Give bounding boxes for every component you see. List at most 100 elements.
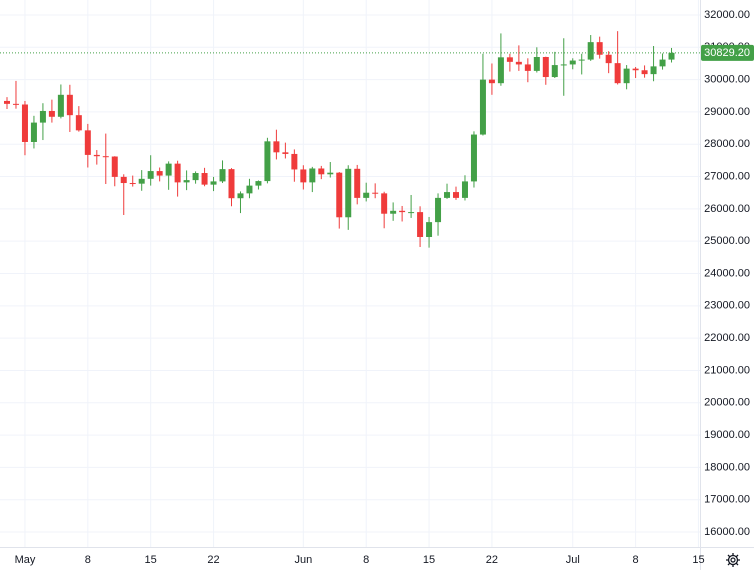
candle-body [578, 59, 585, 61]
y-tick-label: 25000.00 [704, 235, 750, 247]
candle-body [111, 156, 118, 177]
x-tick-label: 22 [486, 554, 498, 566]
candle-body [426, 222, 433, 237]
candle-body [408, 212, 415, 214]
candle-body [668, 52, 675, 60]
y-tick-label: 24000.00 [704, 267, 750, 279]
last-price-label: 30829.20 [704, 47, 750, 59]
candle-body [39, 110, 46, 123]
y-tick-label: 19000.00 [704, 429, 750, 441]
y-tick-label: 22000.00 [704, 332, 750, 344]
candle-body [246, 185, 253, 194]
candle-body [533, 57, 540, 71]
candle-body [650, 66, 657, 75]
candle-body [165, 163, 172, 176]
candle-body [372, 192, 379, 194]
candle-body [354, 168, 361, 198]
candle-body [30, 122, 37, 142]
grid [0, 0, 700, 547]
candle-body [318, 168, 325, 175]
candle-body [390, 210, 397, 214]
candle-body [237, 193, 244, 199]
y-tick-label: 28000.00 [704, 138, 750, 150]
axes: 16000.00 17000.00 18000.00 19000.00 20000.00… [15, 9, 750, 566]
candle-body [327, 172, 334, 175]
x-tick-label: 22 [207, 554, 219, 566]
candle-body [596, 42, 603, 55]
candle-body [506, 57, 513, 62]
candle-body [444, 192, 451, 198]
candle-body [551, 65, 558, 78]
candle-body [147, 171, 154, 179]
candle-body [623, 68, 630, 84]
x-tick-label: 15 [145, 554, 157, 566]
candle-body [138, 178, 145, 184]
candle-body [659, 59, 666, 67]
candle-body [264, 141, 271, 182]
candle-body [192, 173, 199, 181]
x-tick-label: 15 [423, 554, 435, 566]
candle-body [255, 181, 262, 186]
y-tick-label: 23000.00 [704, 300, 750, 312]
settings-icon[interactable] [726, 553, 740, 567]
x-tick-label: 8 [363, 554, 369, 566]
candle-body [345, 168, 352, 218]
candle-body [569, 60, 576, 65]
candle-body [48, 110, 55, 117]
candle-body [542, 57, 549, 78]
candle-body [84, 130, 91, 155]
candle-body [641, 70, 648, 75]
candle-body [417, 212, 424, 237]
candle-body [435, 197, 442, 223]
candle-body [282, 152, 289, 154]
candle-body [183, 180, 190, 183]
x-tick-label: 8 [633, 554, 639, 566]
candle-body [201, 173, 208, 185]
y-tick-label: 32000.00 [704, 9, 750, 21]
candle-body [524, 64, 531, 71]
candle-body [174, 163, 181, 183]
y-tick-label: 26000.00 [704, 203, 750, 215]
candle-body [497, 57, 504, 84]
x-tick-label: May [15, 554, 36, 566]
candle-body [75, 115, 82, 131]
y-tick-label: 27000.00 [704, 170, 750, 182]
candle-body [120, 176, 127, 184]
candle-body [57, 94, 64, 117]
candle-body [363, 192, 370, 198]
candle-body [219, 169, 226, 182]
candle-body [309, 168, 316, 183]
y-tick-label: 29000.00 [704, 106, 750, 118]
candle-body [210, 181, 217, 185]
candle-body [560, 64, 567, 66]
y-tick-label: 20000.00 [704, 397, 750, 409]
y-tick-label: 30000.00 [704, 74, 750, 86]
x-tick-label: Jun [294, 554, 312, 566]
candle-body [291, 153, 298, 170]
x-tick-label: 8 [85, 554, 91, 566]
candle-body [129, 183, 136, 185]
candle-body [21, 104, 28, 142]
candle-body [479, 79, 486, 135]
candle-body [488, 79, 495, 84]
candle-body [453, 192, 459, 198]
candle-body [399, 210, 406, 213]
candle-body [470, 134, 477, 182]
candle-body [156, 171, 163, 176]
candle-body [66, 94, 73, 116]
candle-body [12, 103, 19, 105]
candle-body [605, 54, 612, 64]
last-price-tag [701, 44, 754, 61]
candle-body [4, 100, 10, 104]
candle-body [632, 68, 639, 71]
candle-body [336, 172, 343, 218]
x-tick-label: Jul [566, 554, 580, 566]
y-tick-label: 16000.00 [704, 526, 750, 538]
candle-body [273, 141, 280, 153]
candle-body [381, 193, 388, 214]
candle-body [614, 63, 621, 84]
candle-body [102, 156, 109, 158]
candle-body [461, 181, 468, 198]
candle-body [228, 169, 235, 199]
